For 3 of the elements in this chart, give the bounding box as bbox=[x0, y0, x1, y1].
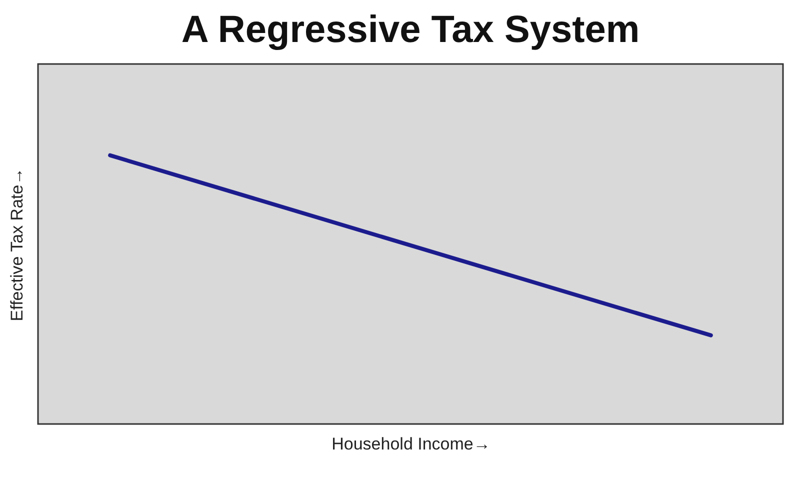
y-axis-title: Effective Tax Rate→ bbox=[8, 168, 26, 322]
x-axis-title: Household Income→ bbox=[332, 434, 490, 454]
chart-title: A Regressive Tax System bbox=[181, 9, 640, 51]
